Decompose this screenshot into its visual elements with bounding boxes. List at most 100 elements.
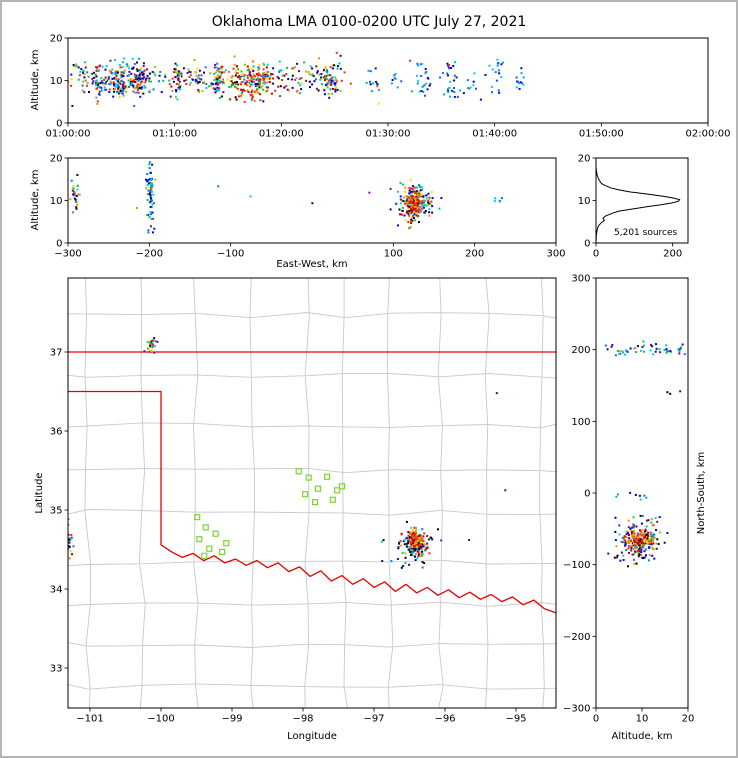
source-point [145,79,147,82]
source-point [647,519,650,522]
source-point [645,519,648,522]
x-tick-label: −97 [363,714,384,725]
source-point [217,74,220,77]
source-point [630,549,633,552]
source-point [610,345,613,348]
source-point [95,84,98,87]
source-point [640,556,643,559]
source-point [638,547,641,550]
x-tick-label: 200 [465,249,484,260]
source-point [230,80,233,83]
source-point [236,72,239,74]
source-point [494,197,497,200]
source-point [643,536,646,539]
source-point [125,86,128,89]
source-point [119,73,122,76]
source-point [255,89,258,92]
source-point [651,524,654,527]
source-point [643,550,646,553]
source-point [311,73,314,76]
source-point [399,540,402,543]
source-point [258,87,261,90]
source-point [631,526,634,529]
source-point [327,81,330,84]
source-point [397,224,399,227]
source-point [216,62,219,65]
source-point [223,82,226,85]
source-point [150,178,153,181]
source-point [234,96,237,99]
source-point [243,90,246,92]
source-point [145,178,147,181]
source-point [453,95,456,98]
source-point [639,530,642,533]
source-point [148,182,150,185]
source-point [369,80,371,83]
source-point [272,77,275,80]
source-point [137,87,140,90]
source-point [137,88,139,91]
source-point [397,547,400,550]
source-point [98,90,101,93]
source-point [186,71,189,74]
source-point [418,192,421,195]
source-point [411,201,414,204]
source-point [93,71,95,74]
source-point [266,81,269,84]
source-point [277,85,280,88]
source-point [418,533,421,536]
source-point [409,532,412,535]
source-point [291,86,294,89]
source-point [425,543,428,546]
source-point [428,208,431,211]
source-point [151,163,154,166]
source-point [406,542,409,545]
source-point [168,83,171,86]
source-point [426,76,429,79]
source-point [266,89,269,92]
source-point [68,533,70,536]
county-line [68,601,556,607]
source-point [494,71,497,74]
source-point [233,63,236,66]
source-point [624,544,626,547]
source-point [151,345,154,348]
source-point [411,554,414,557]
source-point [300,77,303,80]
source-point [296,62,299,65]
source-point [625,533,628,536]
source-point [614,516,617,519]
source-point [404,202,406,205]
source-point [213,66,216,69]
source-point [73,65,76,68]
source-point [420,210,423,213]
source-point [410,554,413,556]
source-point [408,536,411,539]
source-point [625,349,628,352]
source-point [115,79,118,82]
source-point [424,72,427,75]
source-point [417,215,420,217]
source-point [641,346,644,348]
source-point [99,82,102,85]
source-point [679,390,682,393]
source-point [399,195,402,198]
source-point [125,90,127,93]
source-point [421,537,424,540]
source-point [311,67,314,70]
source-point [407,531,410,534]
source-point [406,202,409,204]
source-point [515,86,518,89]
source-point [401,199,404,202]
source-point [515,76,518,79]
source-point [653,533,656,536]
source-point [419,539,422,542]
source-point [408,202,411,205]
source-point [501,197,503,200]
source-point [99,64,102,67]
source-point [637,550,640,553]
source-point [335,78,338,81]
source-point [415,210,418,213]
source-point [414,553,417,555]
source-point [151,217,154,220]
